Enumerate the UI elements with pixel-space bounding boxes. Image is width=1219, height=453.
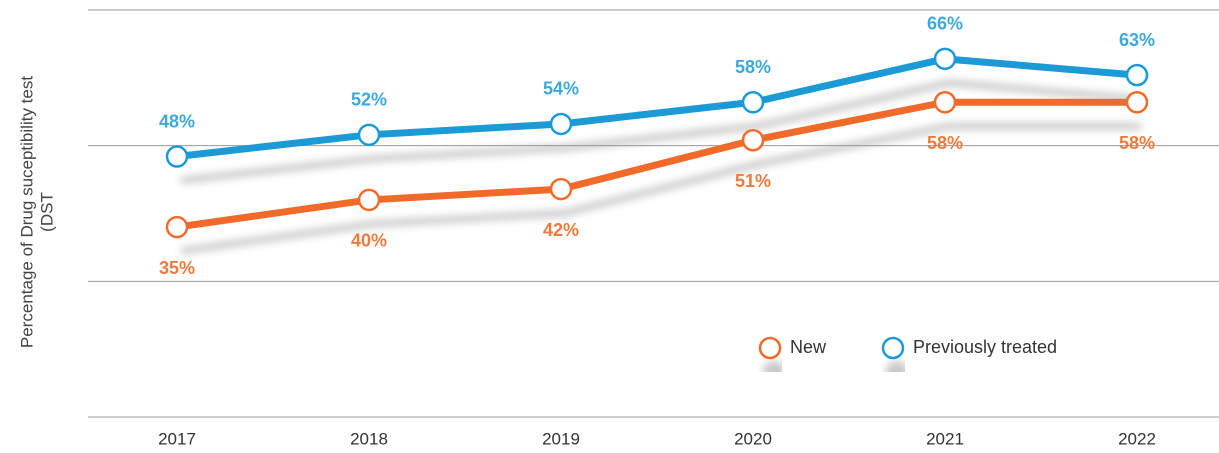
point	[933, 91, 957, 114]
data-label: 58%	[735, 57, 771, 77]
data-label: 66%	[927, 14, 963, 34]
data-label: 63%	[1119, 30, 1155, 50]
x-tick-label: 2017	[158, 429, 196, 448]
legend-marker	[881, 336, 905, 360]
point	[933, 47, 957, 71]
point	[165, 215, 189, 239]
series-line	[176, 55, 1138, 160]
data-label: 42%	[543, 220, 579, 240]
point	[741, 91, 765, 114]
series-line	[176, 98, 1137, 231]
data-label: 35%	[159, 258, 195, 278]
x-tick-label: 2020	[734, 429, 772, 448]
data-label: 52%	[351, 90, 387, 110]
point	[357, 123, 381, 147]
data-label: 48%	[159, 111, 195, 131]
point	[549, 177, 573, 201]
legend-label: Previously treated	[913, 337, 1057, 357]
point	[1125, 63, 1149, 87]
point	[741, 128, 765, 152]
x-tick-label: 2019	[542, 429, 580, 448]
point	[549, 112, 573, 136]
point	[1125, 91, 1149, 114]
data-label: 40%	[351, 231, 387, 251]
legend-marker	[758, 336, 782, 360]
data-label: 58%	[927, 133, 963, 153]
data-label: 58%	[1119, 133, 1155, 153]
data-label: 51%	[735, 171, 771, 191]
y-axis-title: (DST	[37, 192, 56, 232]
x-tick-label: 2021	[926, 429, 964, 448]
x-tick-label: 2018	[350, 429, 388, 448]
y-axis-title: Percentage of Drug suceptibility test	[17, 76, 36, 348]
point	[165, 145, 189, 168]
point	[357, 188, 381, 212]
legend-label: New	[790, 337, 827, 357]
data-label: 54%	[543, 79, 579, 99]
x-tick-label: 2022	[1118, 429, 1156, 448]
